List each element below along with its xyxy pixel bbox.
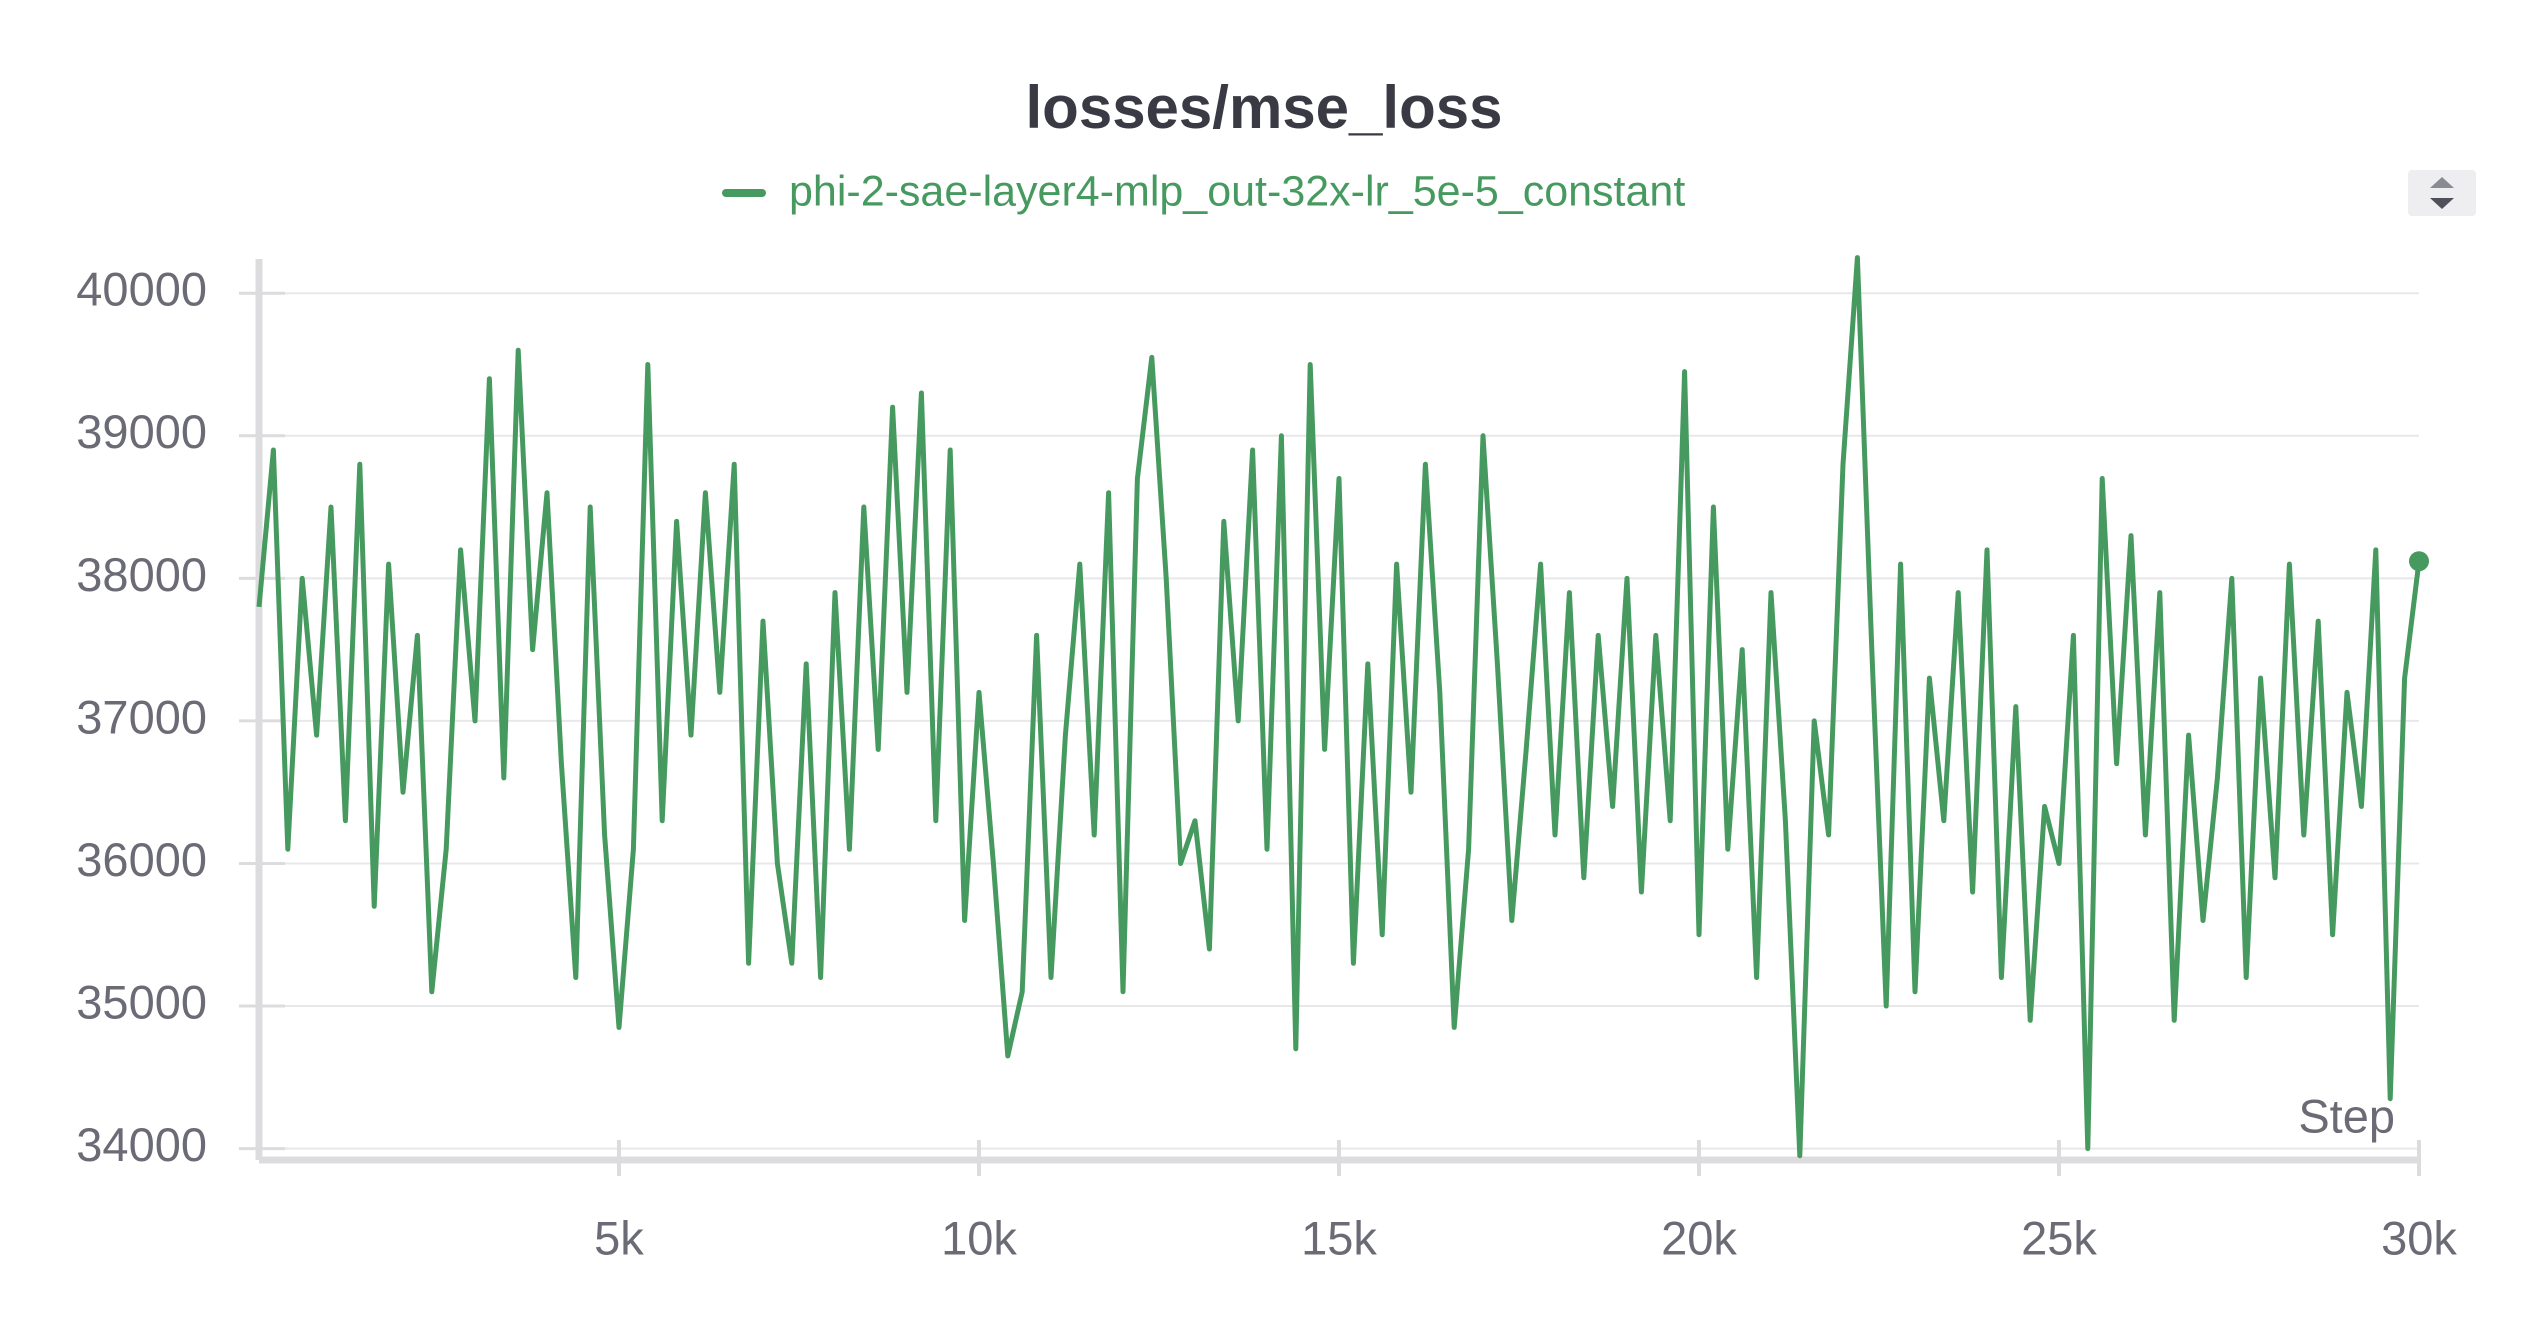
y-tick-label: 38000 [76, 548, 207, 601]
x-tick-label: 25k [2021, 1211, 2097, 1264]
legend-label: phi-2-sae-layer4-mlp_out-32x-lr_5e-5_con… [789, 167, 1685, 215]
x-tick-label: 15k [1301, 1211, 1377, 1264]
x-axis-label: Step [2298, 1089, 2395, 1142]
x-tick-label: 20k [1661, 1211, 1737, 1264]
scroll-up[interactable] [2430, 177, 2454, 188]
y-tick-label: 36000 [76, 833, 207, 886]
x-tick-label: 30k [2381, 1211, 2457, 1264]
x-tick-label: 5k [594, 1211, 644, 1264]
y-tick-label: 34000 [76, 1118, 207, 1171]
series-line [256, 255, 2422, 1159]
y-tick-label: 39000 [76, 405, 207, 458]
scroll-control[interactable] [2408, 170, 2476, 216]
x-tick-label: 10k [941, 1211, 1017, 1264]
last-point [2409, 551, 2429, 572]
y-tick-label: 40000 [76, 263, 207, 316]
y-tick-label: 35000 [76, 975, 207, 1028]
chart-title: losses/mse_loss [1026, 74, 1503, 141]
scroll-box[interactable] [2408, 170, 2476, 216]
scroll-down[interactable] [2430, 198, 2454, 209]
y-tick-label: 37000 [76, 690, 207, 743]
